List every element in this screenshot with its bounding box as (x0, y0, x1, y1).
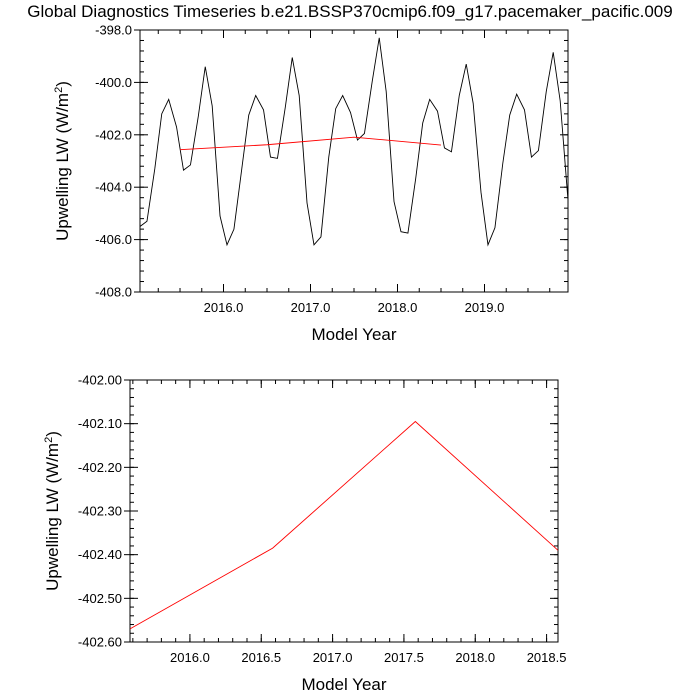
plot-frame (139, 29, 569, 293)
y-axis-label-sup: 2 (43, 437, 55, 443)
x-tick-label: 2018.0 (455, 650, 495, 665)
y-axis-label-main: Upwelling LW (W/m (43, 443, 62, 591)
x-tick-label: 2016.0 (170, 650, 210, 665)
y-tick-label: -402.50 (78, 591, 122, 606)
chart-title: Global Diagnostics Timeseries b.e21.BSSP… (27, 2, 673, 21)
x-tick-label: 2017.0 (313, 650, 353, 665)
bottom-panel-annual-mean: 2016.0 2016.5 2017.0 2017.5 2018.0 2018.5 -402… (43, 373, 566, 695)
x-tick-label: 2019.0 (465, 300, 505, 315)
y-tick-label: -406.0 (95, 232, 132, 247)
x-tick-label: 2018.5 (527, 650, 567, 665)
y-tick-label: -408.0 (95, 285, 132, 300)
x-tick-label: 2017.5 (384, 650, 424, 665)
annual-mean-line (130, 420, 558, 630)
y-axis-label-end: ) (43, 431, 62, 437)
top-panel-timeseries: 2016.0 2017.0 2018.0 2019.0 -408.0 -406.0 -404… (53, 23, 569, 344)
y-tick-label: -398.0 (95, 23, 132, 38)
x-axis-label: Model Year (311, 325, 396, 344)
y-axis-label-sup: 2 (53, 87, 65, 93)
y-tick-label: -402.60 (78, 635, 122, 650)
x-tick-label: 2017.0 (291, 300, 331, 315)
x-tick-label: 2016.0 (204, 300, 244, 315)
y-tick-label: -402.40 (78, 547, 122, 562)
x-tick-label: 2018.0 (378, 300, 418, 315)
y-tick-label: -402.00 (78, 373, 122, 388)
annual-mean-line (179, 136, 442, 151)
y-tick-label: -404.0 (95, 180, 132, 195)
y-tick-label: -402.10 (78, 416, 122, 431)
y-tick-label: -402.0 (95, 127, 132, 142)
x-tick-label: 2016.5 (241, 650, 281, 665)
y-axis-label-main: Upwelling LW (W/m (53, 93, 72, 241)
y-tick-label: -400.0 (95, 75, 132, 90)
y-tick-label: -402.20 (78, 460, 122, 475)
y-tick-label: -402.30 (78, 504, 122, 519)
x-axis-label: Model Year (301, 675, 386, 694)
plot-frame (129, 379, 559, 643)
monthly-series-line (140, 37, 568, 247)
y-axis-label-end: ) (53, 81, 72, 87)
y-axis-label: Upwelling LW (W/m2) (53, 81, 72, 241)
y-axis-label: Upwelling LW (W/m2) (43, 431, 62, 591)
